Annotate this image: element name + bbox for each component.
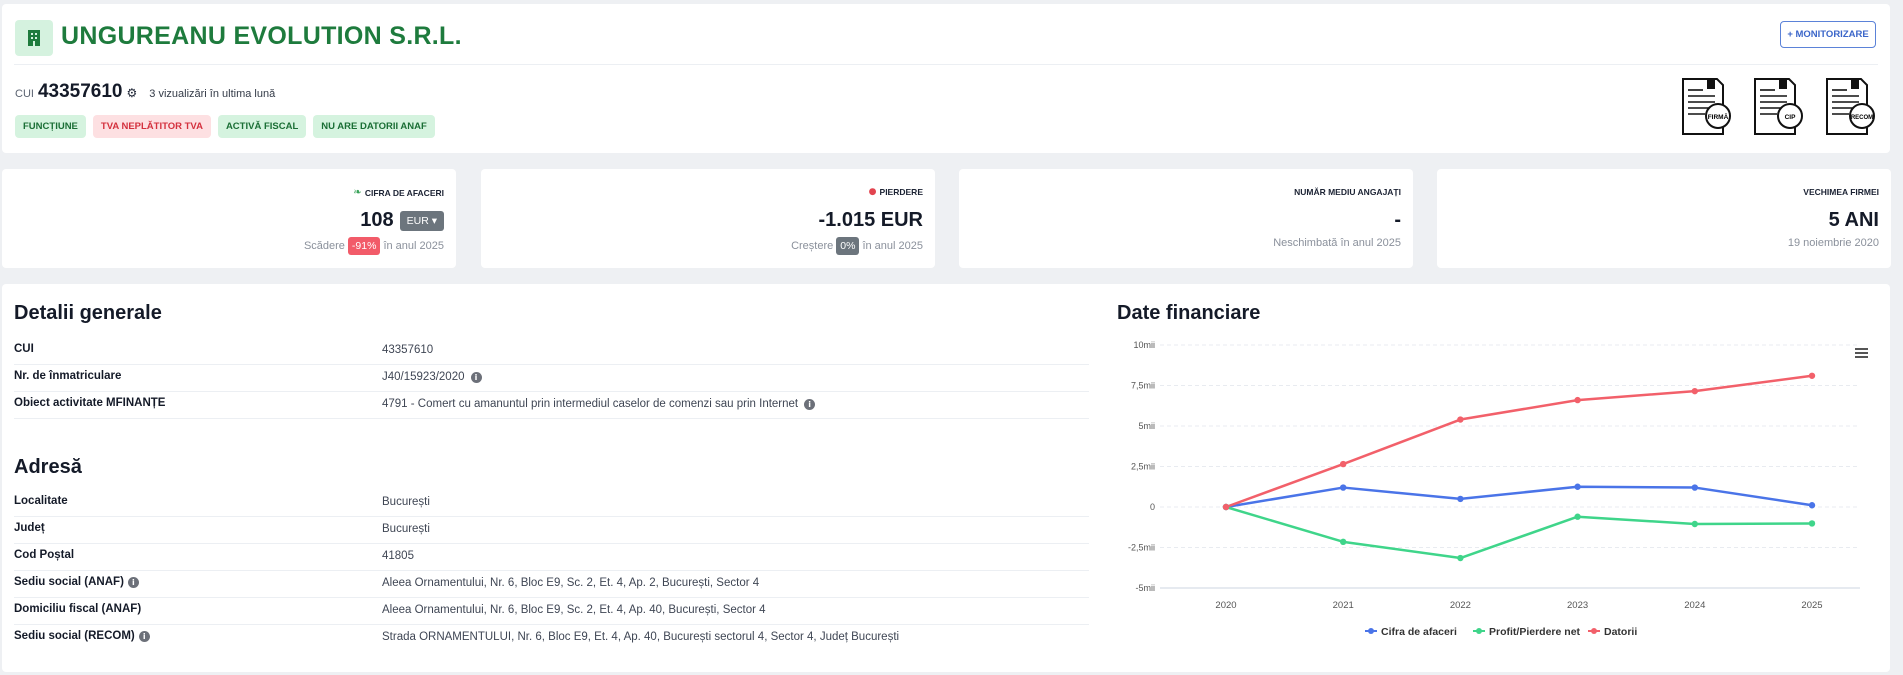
address-label: Cod Poștal	[14, 549, 75, 561]
status-badges: FUNCȚIUNE TVA NEPLĂTITOR TVA ACTIVĂ FISC…	[15, 115, 435, 138]
status-badge: TVA NEPLĂTITOR TVA	[92, 115, 211, 138]
turnover-card: ❧ CIFRA DE AFACERI 108 EUR ▾ Scădere -91% în…	[2, 169, 456, 268]
currency-label: EUR	[406, 214, 429, 227]
financial-title: Date financiare	[1117, 302, 1261, 324]
employees-label: NUMĂR MEDIU ANGAJAȚI	[1294, 187, 1401, 197]
age-sub: 19 noiembrie 2020	[1787, 237, 1879, 249]
cui-line: CUI 43357610 ⚙ 3 vizualizări în ultima l…	[15, 81, 275, 103]
loss-card: ● PIERDERE -1.015 EUR Creștere 0% în anul 2…	[481, 169, 935, 268]
doc-label: FIRMĂ	[1708, 112, 1729, 121]
details-card: Detalii generale CUI 43357610 Nr. de înm…	[2, 284, 1890, 672]
document-links: FIRMĂ CIP RECOM	[1679, 76, 1878, 136]
detail-value: 4791 - Comert cu amanuntul prin intermed…	[382, 398, 799, 410]
address-label: Județ	[14, 522, 45, 534]
detail-row: Nr. de înmatriculare J40/15923/2020 i	[14, 365, 1089, 392]
status-badge: ACTIVĂ FISCAL	[217, 115, 307, 138]
turnover-change-badge: -91%	[347, 237, 381, 255]
address-label: Sediu social (RECOM)	[14, 630, 135, 642]
detail-value: 43357610	[382, 344, 434, 356]
detail-label: Obiect activitate MFINANȚE	[14, 397, 166, 409]
info-icon[interactable]: i	[127, 576, 139, 588]
address-row: Sediu social (RECOM) i Strada ORNAMENTULU…	[14, 625, 1089, 652]
address-row: Domiciliu fiscal (ANAF) Aleea Ornamentul…	[14, 598, 1089, 625]
address-row: Localitate București	[14, 490, 1089, 517]
company-header: UNGUREANU EVOLUTION S.R.L. + MONITORIZAR…	[2, 4, 1890, 153]
document-cip-icon[interactable]: CIP	[1751, 76, 1806, 136]
status-badge: NU ARE DATORII ANAF	[313, 115, 435, 138]
info-icon[interactable]: i	[138, 630, 150, 642]
monitor-button[interactable]: + MONITORIZARE	[1780, 21, 1876, 48]
company-name: UNGUREANU EVOLUTION S.R.L.	[61, 22, 462, 50]
loss-trend-label: Creștere	[791, 240, 834, 252]
loss-year: în anul 2025	[862, 240, 923, 252]
loss-label: PIERDERE	[879, 187, 923, 197]
detail-label: Nr. de înmatriculare	[14, 370, 122, 382]
gear-icon[interactable]: ⚙	[126, 86, 138, 100]
address-label: Localitate	[14, 495, 68, 507]
cui-value: 43357610	[37, 81, 123, 102]
views-count: 3 vizualizări în ultima lună	[149, 88, 276, 100]
loss-value: -1.015 EUR	[818, 209, 924, 231]
info-icon[interactable]: i	[470, 371, 482, 383]
turnover-label: CIFRA DE AFACERI	[364, 187, 444, 198]
address-row: Sediu social (ANAF) i Aleea Ornamentului,…	[14, 571, 1089, 598]
details-title: Detalii generale	[14, 302, 162, 324]
address-value: Aleea Ornamentului, Nr. 6, Bloc E9, Sc. …	[382, 577, 760, 589]
address-value: București	[382, 496, 430, 508]
currency-select[interactable]: EUR ▾	[399, 210, 444, 231]
detail-label: CUI	[14, 343, 34, 355]
turnover-trend-label: Scădere	[303, 240, 345, 252]
leaf-icon: ❧	[353, 187, 362, 198]
address-row: Județ București	[14, 517, 1089, 544]
document-recom-icon[interactable]: RECOM	[1823, 76, 1878, 136]
age-value: 5 ANI	[1828, 209, 1879, 231]
detail-row: CUI 43357610	[14, 338, 1089, 365]
document-firma-icon[interactable]: FIRMĂ	[1679, 76, 1734, 136]
address-value: 41805	[382, 550, 414, 562]
turnover-year: în anul 2025	[383, 240, 444, 252]
employees-value: -	[1394, 209, 1401, 231]
drop-icon: ●	[868, 187, 877, 197]
info-icon[interactable]: i	[804, 398, 816, 410]
detail-value: J40/15923/2020	[382, 371, 465, 383]
address-value: Strada ORNAMENTULUI, Nr. 6, Bloc E9, Et.…	[382, 631, 900, 643]
status-badge: FUNCȚIUNE	[15, 115, 86, 138]
employees-sub: Neschimbată în anul 2025	[1273, 237, 1401, 249]
doc-label: RECOM	[1851, 115, 1873, 121]
building-icon	[15, 20, 53, 56]
divider	[14, 64, 1878, 65]
doc-label: CIP	[1785, 114, 1797, 121]
address-label: Domiciliu fiscal (ANAF)	[14, 603, 142, 615]
age-label: VECHIMEA FIRMEI	[1803, 187, 1879, 197]
cui-label: CUI	[15, 88, 34, 100]
address-value: Aleea Ornamentului, Nr. 6, Bloc E9, Sc. …	[382, 604, 766, 616]
loss-change-badge: 0%	[836, 237, 860, 255]
address-value: București	[382, 523, 430, 535]
detail-row: Obiect activitate MFINANȚE 4791 - Comert…	[14, 392, 1089, 419]
employees-card: NUMĂR MEDIU ANGAJAȚI - Neschimbată în an…	[959, 169, 1413, 268]
address-label: Sediu social (ANAF)	[14, 576, 124, 588]
turnover-value: 108	[360, 209, 394, 231]
age-card: VECHIMEA FIRMEI 5 ANI 19 noiembrie 2020	[1437, 169, 1891, 268]
address-row: Cod Poștal 41805	[14, 544, 1089, 571]
chart-menu-icon[interactable]	[1855, 348, 1868, 360]
address-title: Adresă	[14, 456, 82, 478]
